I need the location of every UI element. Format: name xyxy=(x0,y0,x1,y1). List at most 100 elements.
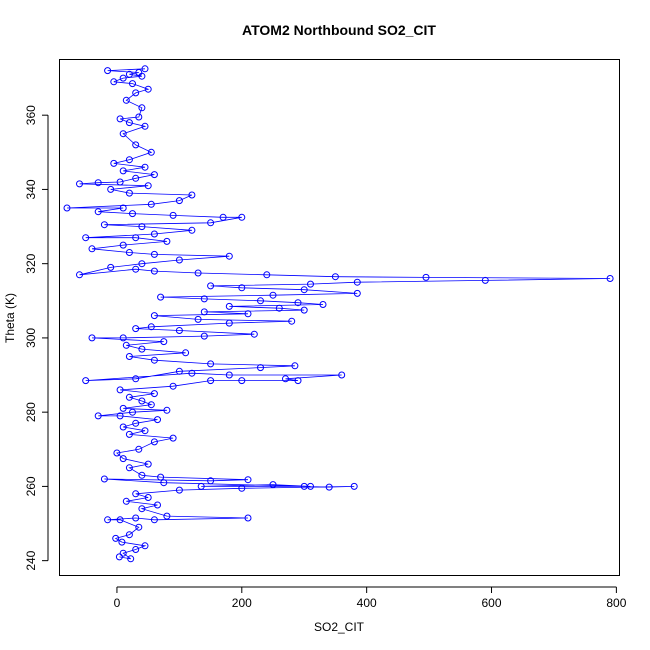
data-point xyxy=(122,96,130,104)
data-point xyxy=(150,516,158,524)
data-point xyxy=(200,308,208,316)
data-point xyxy=(207,477,215,485)
data-point xyxy=(144,182,152,190)
data-point xyxy=(125,189,133,197)
data-point xyxy=(125,156,133,164)
data-point xyxy=(197,482,205,490)
data-point xyxy=(269,291,277,299)
data-point xyxy=(116,386,124,394)
data-point xyxy=(125,119,133,127)
data-point xyxy=(207,360,215,368)
data-point xyxy=(116,178,124,186)
y-tick-label: 280 xyxy=(24,402,38,422)
series-line xyxy=(66,68,611,560)
data-point xyxy=(238,377,246,385)
data-point xyxy=(119,74,127,82)
data-point xyxy=(138,104,146,112)
y-tick-label: 320 xyxy=(24,253,38,273)
data-point xyxy=(325,483,333,491)
data-point xyxy=(141,542,149,550)
data-point xyxy=(141,163,149,171)
data-point xyxy=(119,167,127,175)
data-point xyxy=(138,223,146,231)
data-point xyxy=(169,382,177,390)
data-point xyxy=(125,430,133,438)
data-point xyxy=(150,438,158,446)
data-point xyxy=(294,299,302,307)
data-point xyxy=(132,514,140,522)
data-point xyxy=(200,332,208,340)
data-point xyxy=(144,494,152,501)
data-point xyxy=(132,265,140,273)
data-point xyxy=(238,284,246,292)
data-point xyxy=(300,286,308,294)
data-point xyxy=(76,271,83,279)
data-point xyxy=(182,349,190,357)
data-point xyxy=(150,250,158,258)
data-point xyxy=(132,546,140,553)
data-point xyxy=(147,200,155,208)
data-point xyxy=(244,310,252,318)
data-point xyxy=(150,267,158,275)
data-point xyxy=(141,427,149,435)
y-tick-label: 340 xyxy=(24,179,38,199)
data-point xyxy=(250,330,258,338)
data-point xyxy=(132,490,140,498)
data-point xyxy=(331,273,339,281)
data-point xyxy=(122,497,130,505)
data-point xyxy=(207,282,215,290)
data-point xyxy=(207,219,215,227)
data-point xyxy=(112,534,120,542)
data-point xyxy=(150,312,158,320)
data-point xyxy=(116,412,124,420)
data-point xyxy=(175,486,183,494)
data-point xyxy=(150,171,158,179)
data-point xyxy=(63,204,71,212)
data-point xyxy=(141,65,149,73)
data-point xyxy=(188,191,196,199)
data-point xyxy=(225,302,233,310)
data-point xyxy=(225,319,233,327)
x-tick-label: 600 xyxy=(482,596,502,610)
data-point xyxy=(88,245,96,253)
data-point xyxy=(94,208,102,216)
data-point xyxy=(119,549,127,557)
data-point xyxy=(132,325,140,333)
data-point xyxy=(338,371,346,379)
data-point xyxy=(263,271,271,279)
data-point xyxy=(119,404,127,412)
x-tick-label: 800 xyxy=(606,596,626,610)
data-point xyxy=(225,371,233,379)
data-point xyxy=(200,295,208,303)
data-point xyxy=(157,473,165,481)
data-point xyxy=(132,89,140,97)
data-point xyxy=(138,397,146,405)
data-point xyxy=(150,356,158,364)
data-point xyxy=(125,353,133,360)
data-point xyxy=(135,523,143,531)
data-point xyxy=(244,476,252,484)
data-point xyxy=(147,148,155,156)
data-point xyxy=(225,252,233,260)
data-point xyxy=(129,80,136,88)
x-tick-label: 0 xyxy=(114,596,121,610)
data-point xyxy=(132,141,140,149)
data-point xyxy=(282,375,289,383)
data-point xyxy=(194,269,202,277)
data-point xyxy=(175,367,183,375)
data-point xyxy=(175,327,183,334)
data-point xyxy=(138,471,146,479)
data-point xyxy=(94,412,102,420)
data-point xyxy=(238,213,246,221)
data-point xyxy=(119,423,127,431)
data-point xyxy=(125,70,133,78)
data-point xyxy=(125,393,133,401)
chart-title: ATOM2 Northbound SO2_CIT xyxy=(242,22,436,38)
data-point xyxy=(116,516,124,524)
data-point xyxy=(138,345,146,353)
data-point xyxy=(113,449,121,457)
data-point xyxy=(238,484,246,492)
data-point xyxy=(163,406,171,414)
data-point xyxy=(188,369,196,377)
x-tick-label: 400 xyxy=(357,596,377,610)
